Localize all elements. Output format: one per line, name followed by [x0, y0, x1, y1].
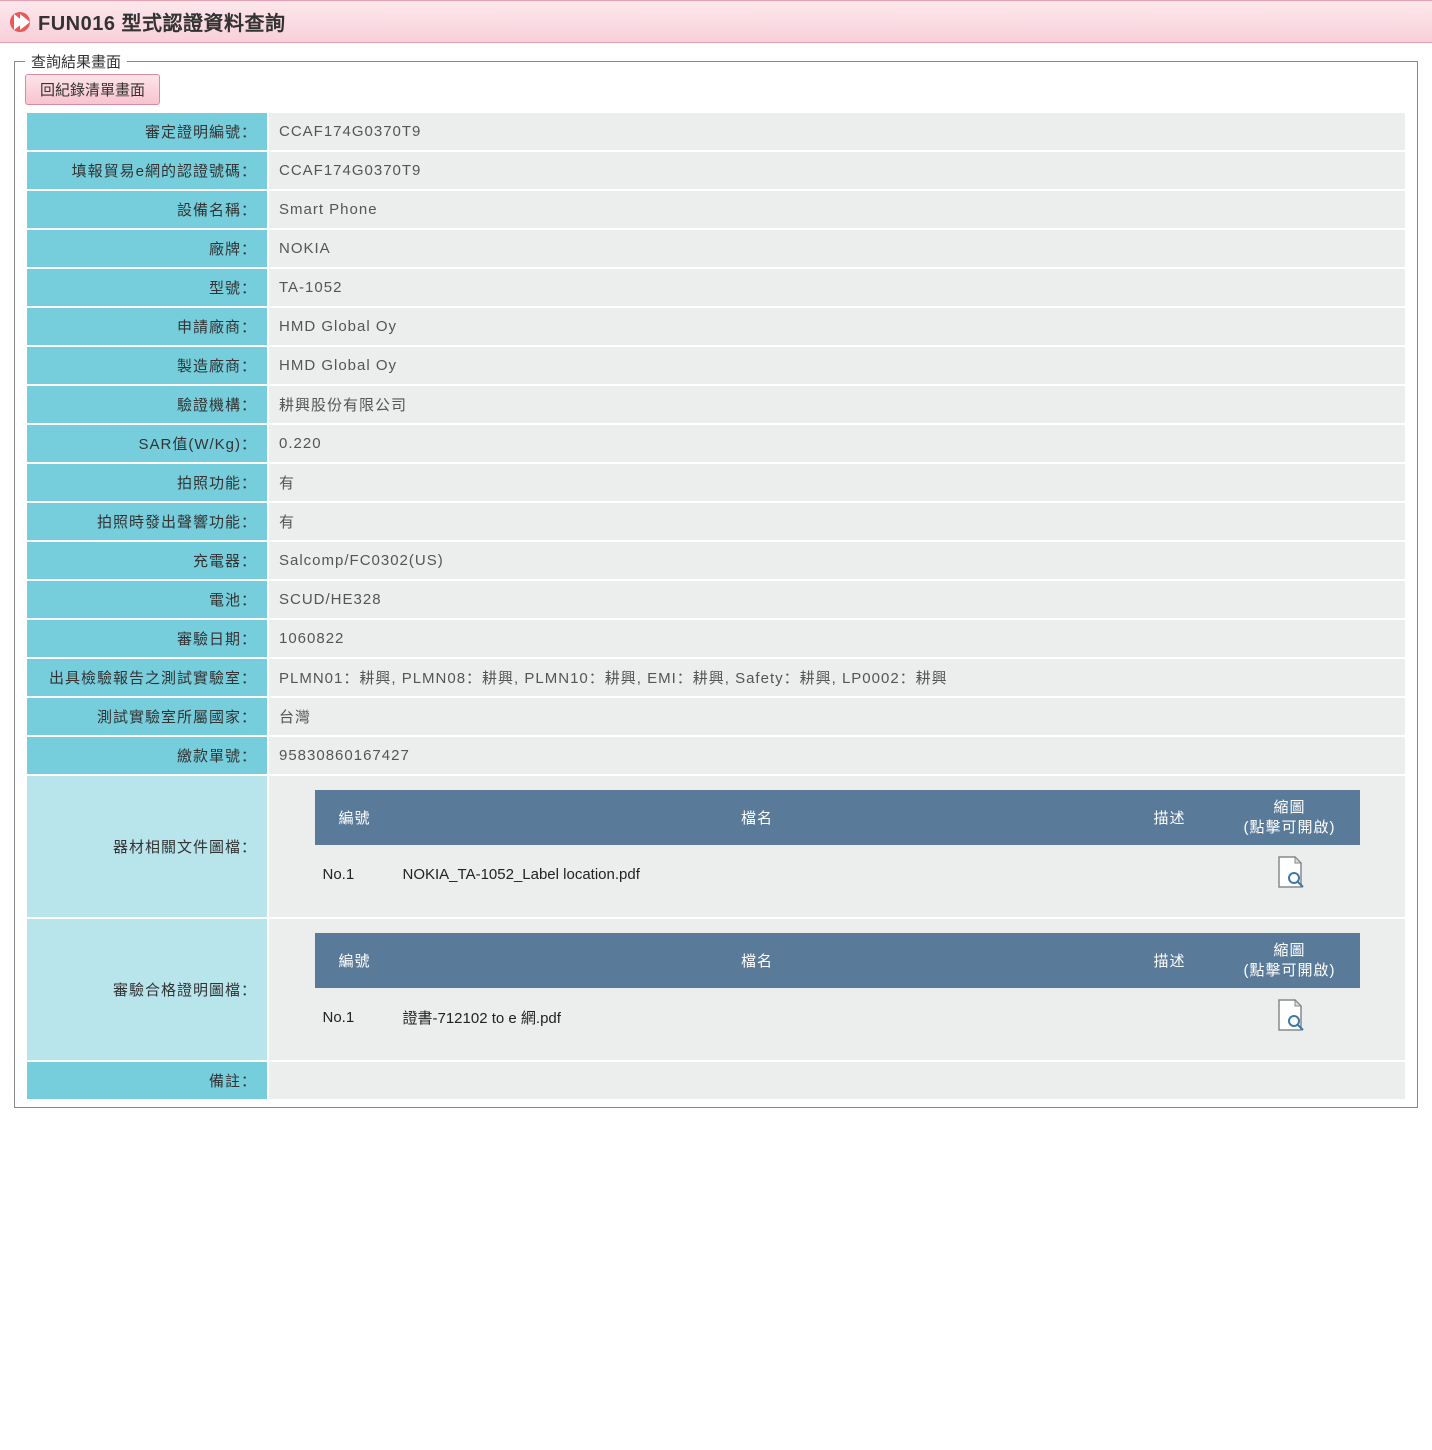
data-row: 電池：SCUD/HE328 [27, 581, 1405, 618]
remarks-row: 備註： [27, 1062, 1405, 1099]
document-preview-icon[interactable] [1275, 998, 1305, 1032]
row-value: CCAF174G0370T9 [269, 113, 1405, 150]
row-label: SAR值(W/Kg)： [27, 425, 267, 462]
row-value: 有 [269, 464, 1405, 501]
file-list-table: 編號檔名描述縮圖(點擊可開啟)No.1NOKIA_TA-1052_Label l… [315, 790, 1360, 903]
data-row: 拍照功能：有 [27, 464, 1405, 501]
file-row: No.1證書-712102 to e 網.pdf [315, 988, 1360, 1046]
document-preview-icon[interactable] [1275, 855, 1305, 889]
file-thumb [1220, 988, 1360, 1046]
row-value: 耕興股份有限公司 [269, 386, 1405, 423]
row-label: 電池： [27, 581, 267, 618]
row-label: 拍照時發出聲響功能： [27, 503, 267, 540]
row-label: 出具檢驗報告之測試實驗室： [27, 659, 267, 696]
page-title: FUN016 型式認證資料查詢 [38, 7, 286, 36]
row-label: 審定證明編號： [27, 113, 267, 150]
row-value: PLMN01：耕興, PLMN08：耕興, PLMN10：耕興, EMI：耕興,… [269, 659, 1405, 696]
data-row: 拍照時發出聲響功能：有 [27, 503, 1405, 540]
result-panel: 查詢結果畫面 回紀錄清單畫面 審定證明編號：CCAF174G0370T9填報貿易… [14, 61, 1418, 1108]
page-header: FUN016 型式認證資料查詢 [0, 0, 1432, 43]
data-row: 設備名稱：Smart Phone [27, 191, 1405, 228]
row-value: Smart Phone [269, 191, 1405, 228]
file-num: No.1 [315, 988, 395, 1046]
data-row: 驗證機構：耕興股份有限公司 [27, 386, 1405, 423]
row-value: 0.220 [269, 425, 1405, 462]
file-list-table: 編號檔名描述縮圖(點擊可開啟)No.1證書-712102 to e 網.pdf [315, 933, 1360, 1046]
row-label: 型號： [27, 269, 267, 306]
col-name: 檔名 [395, 790, 1120, 845]
file-desc [1120, 845, 1220, 903]
row-label: 設備名稱： [27, 191, 267, 228]
row-value: CCAF174G0370T9 [269, 152, 1405, 189]
row-value: 1060822 [269, 620, 1405, 657]
row-label: 製造廠商： [27, 347, 267, 384]
col-name: 檔名 [395, 933, 1120, 988]
data-row: 填報貿易e網的認證號碼：CCAF174G0370T9 [27, 152, 1405, 189]
row-label: 充電器： [27, 542, 267, 579]
data-table: 審定證明編號：CCAF174G0370T9填報貿易e網的認證號碼：CCAF174… [25, 111, 1407, 1101]
row-label: 繳款單號： [27, 737, 267, 774]
col-num: 編號 [315, 790, 395, 845]
file-section-label: 審驗合格證明圖檔： [27, 919, 267, 1060]
row-value: NOKIA [269, 230, 1405, 267]
data-row: 申請廠商：HMD Global Oy [27, 308, 1405, 345]
data-row: 型號：TA-1052 [27, 269, 1405, 306]
file-section-label: 器材相關文件圖檔： [27, 776, 267, 917]
data-row: 充電器：Salcomp/FC0302(US) [27, 542, 1405, 579]
row-label: 拍照功能： [27, 464, 267, 501]
data-row: 審驗日期：1060822 [27, 620, 1405, 657]
file-section-row: 審驗合格證明圖檔：編號檔名描述縮圖(點擊可開啟)No.1證書-712102 to… [27, 919, 1405, 1060]
data-row: 出具檢驗報告之測試實驗室：PLMN01：耕興, PLMN08：耕興, PLMN1… [27, 659, 1405, 696]
panel-legend: 查詢結果畫面 [25, 51, 127, 72]
row-value: TA-1052 [269, 269, 1405, 306]
file-num: No.1 [315, 845, 395, 903]
row-value: HMD Global Oy [269, 347, 1405, 384]
row-value: 有 [269, 503, 1405, 540]
row-label: 廠牌： [27, 230, 267, 267]
row-label: 測試實驗室所屬國家： [27, 698, 267, 735]
file-name: NOKIA_TA-1052_Label location.pdf [395, 845, 1120, 903]
col-desc: 描述 [1120, 933, 1220, 988]
data-row: SAR值(W/Kg)：0.220 [27, 425, 1405, 462]
row-label: 填報貿易e網的認證號碼： [27, 152, 267, 189]
forward-icon [10, 12, 30, 32]
data-row: 審定證明編號：CCAF174G0370T9 [27, 113, 1405, 150]
remarks-label: 備註： [27, 1062, 267, 1099]
file-name: 證書-712102 to e 網.pdf [395, 988, 1120, 1046]
file-desc [1120, 988, 1220, 1046]
file-section-content: 編號檔名描述縮圖(點擊可開啟)No.1NOKIA_TA-1052_Label l… [269, 776, 1405, 917]
col-thumb: 縮圖(點擊可開啟) [1220, 933, 1360, 988]
data-row: 製造廠商：HMD Global Oy [27, 347, 1405, 384]
file-row: No.1NOKIA_TA-1052_Label location.pdf [315, 845, 1360, 903]
row-label: 驗證機構： [27, 386, 267, 423]
file-section-row: 器材相關文件圖檔：編號檔名描述縮圖(點擊可開啟)No.1NOKIA_TA-105… [27, 776, 1405, 917]
file-section-content: 編號檔名描述縮圖(點擊可開啟)No.1證書-712102 to e 網.pdf [269, 919, 1405, 1060]
col-desc: 描述 [1120, 790, 1220, 845]
data-row: 廠牌：NOKIA [27, 230, 1405, 267]
back-button[interactable]: 回紀錄清單畫面 [25, 74, 160, 105]
row-label: 申請廠商： [27, 308, 267, 345]
row-value: 95830860167427 [269, 737, 1405, 774]
row-label: 審驗日期： [27, 620, 267, 657]
remarks-value [269, 1062, 1405, 1099]
col-thumb: 縮圖(點擊可開啟) [1220, 790, 1360, 845]
row-value: 台灣 [269, 698, 1405, 735]
row-value: SCUD/HE328 [269, 581, 1405, 618]
data-row: 繳款單號：95830860167427 [27, 737, 1405, 774]
data-row: 測試實驗室所屬國家：台灣 [27, 698, 1405, 735]
row-value: Salcomp/FC0302(US) [269, 542, 1405, 579]
file-thumb [1220, 845, 1360, 903]
col-num: 編號 [315, 933, 395, 988]
row-value: HMD Global Oy [269, 308, 1405, 345]
